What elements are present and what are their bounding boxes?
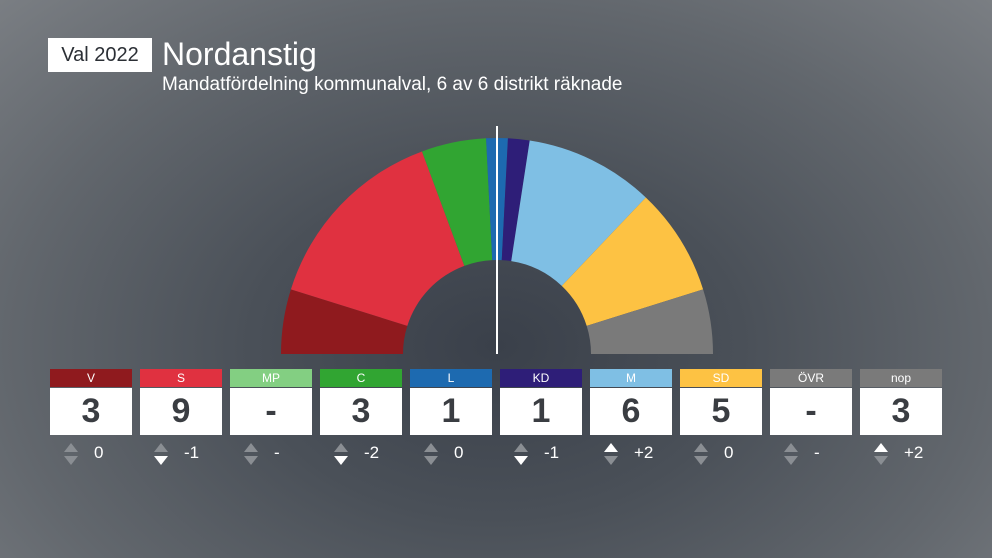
party-card-mp: MP - -	[230, 369, 312, 471]
party-code: L	[410, 369, 492, 387]
party-card-m: M 6 +2	[590, 369, 672, 471]
seat-change: -	[230, 441, 312, 471]
change-value: 0	[94, 443, 104, 462]
change-value: -1	[544, 443, 560, 462]
seat-change: -	[770, 441, 852, 471]
change-value: -2	[364, 443, 380, 462]
party-card-kd: KD 1 -1	[500, 369, 582, 471]
party-code: C	[320, 369, 402, 387]
party-code: MP	[230, 369, 312, 387]
seat-count: -	[230, 388, 312, 435]
change-arrow-icon	[424, 443, 438, 465]
seat-segment-c	[421, 138, 493, 266]
party-card-s: S 9 -1	[140, 369, 222, 471]
seat-change: -2	[320, 441, 402, 471]
election-year-badge: Val 2022	[48, 38, 152, 72]
change-arrow-icon	[334, 443, 348, 465]
seat-change: +2	[860, 441, 942, 471]
seat-segment-kd	[501, 138, 530, 262]
seat-count: 3	[50, 388, 132, 435]
party-code: ÖVR	[770, 369, 852, 387]
seat-count: -	[770, 388, 852, 435]
party-card-sd: SD 5 0	[680, 369, 762, 471]
seat-segment-s	[290, 151, 465, 326]
change-arrow-icon	[874, 443, 888, 465]
chart-subtitle: Mandatfördelning kommunalval, 6 av 6 dis…	[162, 74, 623, 95]
seat-count: 6	[590, 388, 672, 435]
seat-change: 0	[50, 441, 132, 471]
change-arrow-icon	[64, 443, 78, 465]
municipality-title: Nordanstig	[162, 36, 317, 72]
seat-count: 9	[140, 388, 222, 435]
change-arrow-icon	[694, 443, 708, 465]
party-code: S	[140, 369, 222, 387]
party-card-nop: nop 3 +2	[860, 369, 942, 471]
seat-change: +2	[590, 441, 672, 471]
change-arrow-icon	[514, 443, 528, 465]
party-card-övr: ÖVR - -	[770, 369, 852, 471]
seat-segment-nop	[586, 289, 713, 354]
seat-change: 0	[680, 441, 762, 471]
change-value: -1	[184, 443, 200, 462]
change-arrow-icon	[784, 443, 798, 465]
seat-count: 3	[320, 388, 402, 435]
seat-count: 1	[410, 388, 492, 435]
seat-count: 1	[500, 388, 582, 435]
party-card-c: C 3 -2	[320, 369, 402, 471]
seat-count: 5	[680, 388, 762, 435]
seat-change: -1	[140, 441, 222, 471]
seat-change: -1	[500, 441, 582, 471]
change-value: +2	[904, 443, 924, 462]
change-value: 0	[454, 443, 464, 462]
party-code: M	[590, 369, 672, 387]
change-value: 0	[724, 443, 734, 462]
party-code: SD	[680, 369, 762, 387]
party-code: nop	[860, 369, 942, 387]
change-value: -	[814, 443, 820, 462]
change-arrow-icon	[604, 443, 618, 465]
seat-change: 0	[410, 441, 492, 471]
seat-count: 3	[860, 388, 942, 435]
change-value: +2	[634, 443, 654, 462]
party-code: V	[50, 369, 132, 387]
seat-segment-v	[281, 289, 408, 354]
seat-segment-sd	[561, 197, 704, 326]
change-arrow-icon	[244, 443, 258, 465]
seat-segment-m	[511, 140, 646, 286]
change-value: -	[274, 443, 280, 462]
party-code: KD	[500, 369, 582, 387]
change-arrow-icon	[154, 443, 168, 465]
